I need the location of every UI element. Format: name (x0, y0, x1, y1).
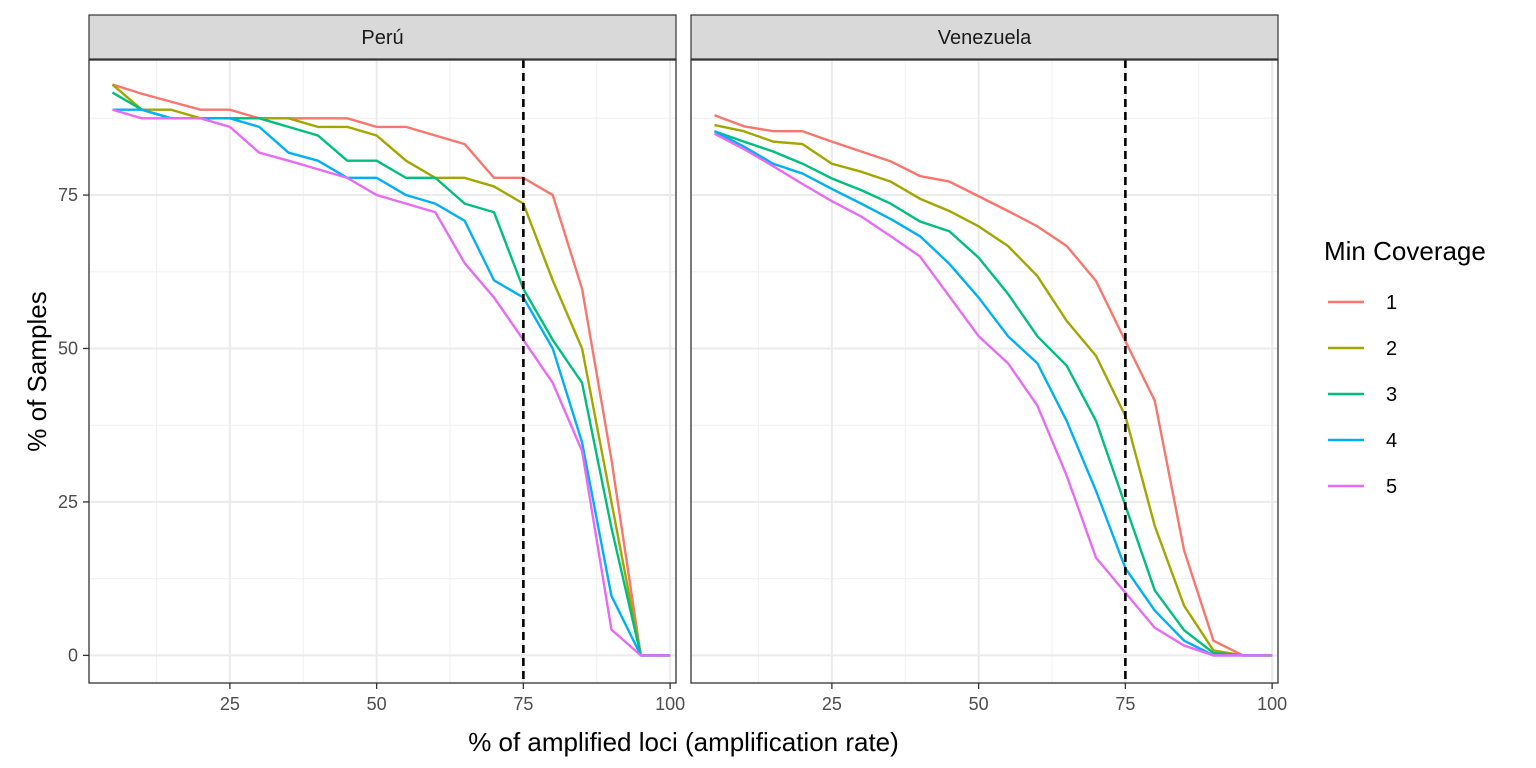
panel-border (690, 59, 1279, 684)
legend-label: 1 (1386, 292, 1397, 314)
legend-label: 2 (1386, 338, 1397, 360)
facet-strip (88, 14, 677, 60)
plot-background (89, 60, 676, 683)
series-line-4 (713, 130, 1273, 657)
series-line-2 (714, 123, 1273, 657)
facet-strip-label: Venezuela (938, 27, 1032, 49)
series-line-5 (713, 132, 1273, 657)
y-axis: 0 25 50 75 (58, 185, 89, 665)
x-tick-label: 100 (655, 694, 685, 714)
series-line-5 (112, 108, 671, 657)
x-tick-label: 75 (1115, 694, 1135, 714)
legend: Min Coverage 1 2 3 4 5 (1324, 236, 1486, 498)
panel-venezuela: Venezuela 25 50 75 100 (690, 14, 1287, 714)
series-line-1 (112, 83, 671, 657)
panel-per-: Perú 25 50 75 100 (88, 14, 685, 714)
series-line-4 (112, 108, 671, 657)
y-tick-label: 25 (58, 492, 78, 512)
y-axis-title: % of Samples (22, 291, 52, 451)
x-axis-title: % of amplified loci (amplification rate) (468, 727, 899, 757)
x-tick-label: 100 (1257, 694, 1287, 714)
series-line-1 (714, 114, 1273, 657)
panel-border (88, 59, 677, 684)
series-line-3 (714, 130, 1273, 657)
legend-item-1: 1 (1328, 292, 1397, 314)
legend-title: Min Coverage (1324, 236, 1486, 266)
legend-label: 5 (1386, 476, 1397, 498)
x-tick-label: 25 (822, 694, 842, 714)
y-tick-label: 0 (68, 645, 78, 665)
y-tick-label: 50 (58, 338, 78, 358)
legend-item-5: 5 (1328, 476, 1397, 498)
panels: Perú 25 50 75 100 Venezuela 25 50 75 100 (88, 14, 1287, 714)
plot-background (691, 60, 1278, 683)
facet-strip-label: Perú (361, 27, 403, 49)
legend-item-4: 4 (1328, 430, 1397, 452)
x-tick-label: 25 (220, 694, 240, 714)
facet-strip (690, 14, 1279, 60)
x-tick-label: 75 (513, 694, 533, 714)
legend-item-2: 2 (1328, 338, 1397, 360)
x-tick-label: 50 (367, 694, 387, 714)
legend-label: 3 (1386, 384, 1397, 406)
legend-item-3: 3 (1328, 384, 1397, 406)
x-tick-label: 50 (969, 694, 989, 714)
legend-label: 4 (1386, 430, 1397, 452)
y-tick-label: 75 (58, 185, 78, 205)
